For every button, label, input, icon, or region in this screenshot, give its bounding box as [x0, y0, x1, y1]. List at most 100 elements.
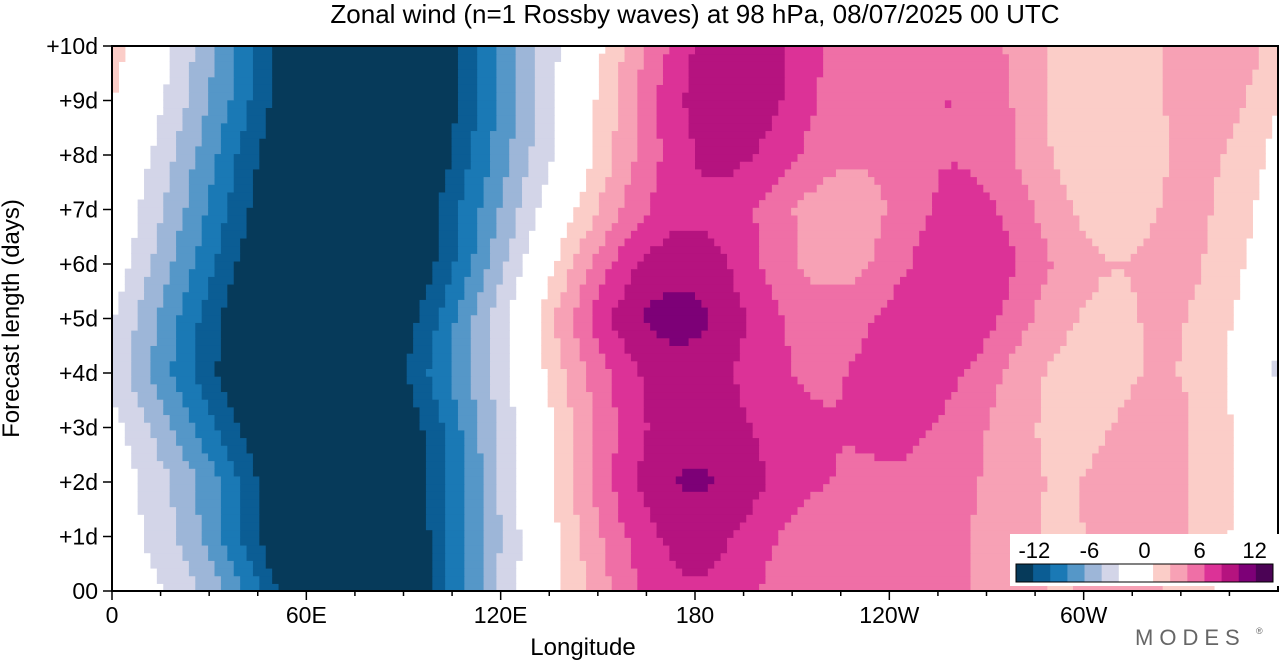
contour-cell	[169, 53, 196, 62]
contour-cell	[483, 491, 497, 500]
contour-cell	[483, 560, 497, 569]
contour-cell	[483, 514, 504, 523]
contour-cell	[214, 69, 235, 78]
contour-cell	[445, 176, 465, 185]
contour-cell	[778, 529, 972, 538]
contour-cell	[220, 514, 241, 523]
contour-cell	[720, 552, 773, 561]
contour-cell	[259, 521, 427, 531]
contour-cell	[156, 452, 184, 462]
contour-cell	[489, 345, 510, 354]
contour-cell	[662, 153, 696, 162]
contour-cell	[1188, 414, 1234, 423]
contour-cell	[195, 475, 222, 485]
contour-cell	[201, 314, 222, 323]
contour-cell	[784, 337, 863, 346]
contour-cell	[195, 260, 216, 270]
contour-cell	[1008, 360, 1048, 369]
contour-cell	[489, 130, 517, 139]
contour-cell	[1220, 161, 1266, 170]
contour-cell	[137, 207, 164, 216]
contour-cell	[771, 122, 811, 132]
contour-cell	[579, 191, 600, 201]
contour-cell	[662, 291, 696, 300]
contour-cell	[1047, 46, 1164, 55]
contour-cell	[169, 491, 196, 500]
contour-cell	[618, 107, 638, 116]
contour-cell	[1047, 483, 1080, 492]
contour-cell	[438, 199, 459, 208]
contour-cell	[432, 537, 446, 546]
colorbar-swatch	[1084, 564, 1103, 582]
contour-cell	[957, 383, 997, 393]
contour-cell	[233, 176, 254, 185]
contour-cell	[1008, 276, 1048, 285]
contour-cell	[1181, 322, 1234, 331]
contour-cell	[1162, 46, 1260, 55]
contour-cell	[579, 299, 594, 308]
contour-cell	[592, 468, 613, 477]
contour-cell	[662, 69, 690, 78]
y-tick-label: +10d	[46, 33, 98, 59]
contour-cell	[1181, 383, 1228, 393]
contour-cell	[483, 529, 504, 538]
contour-cell	[489, 161, 510, 170]
contour-cell	[425, 475, 446, 485]
contour-cell	[112, 353, 132, 362]
contour-cell	[669, 552, 722, 561]
contour-cell	[156, 322, 177, 331]
contour-cell	[893, 291, 1010, 300]
contour-cell	[169, 161, 196, 170]
contour-cell	[464, 460, 485, 469]
contour-cell	[470, 353, 491, 362]
contour-cell	[714, 475, 767, 485]
contour-cell	[605, 544, 632, 554]
contour-cell	[451, 130, 472, 139]
contour-cell	[662, 53, 690, 62]
contour-cell	[983, 437, 1042, 446]
contour-cell	[169, 368, 196, 377]
contour-cell	[432, 544, 446, 554]
contour-cell	[464, 514, 485, 523]
contour-cell	[483, 567, 497, 577]
contour-cell	[611, 460, 638, 469]
contour-cell	[1008, 69, 1048, 78]
contour-cell	[925, 222, 1004, 231]
contour-cell	[938, 176, 978, 185]
contour-cell	[483, 268, 504, 277]
contour-cell	[112, 391, 139, 400]
contour-cell	[451, 145, 472, 155]
contour-cell	[464, 483, 485, 492]
contour-cell	[489, 145, 510, 155]
contour-cell	[169, 184, 190, 193]
contour-cell	[515, 214, 536, 224]
contour-cell	[432, 383, 453, 393]
contour-cell	[778, 176, 824, 185]
contour-cell	[489, 138, 510, 147]
contour-cell	[1040, 222, 1080, 231]
contour-cell	[618, 422, 651, 431]
contour-cell	[637, 76, 664, 85]
contour-cell	[1047, 245, 1100, 254]
contour-cell	[566, 268, 587, 277]
contour-cell	[586, 276, 606, 285]
contour-cell	[573, 468, 594, 477]
contour-cell	[1047, 99, 1164, 109]
contour-cell	[144, 406, 164, 416]
contour-cell	[112, 368, 132, 377]
contour-cell	[176, 383, 203, 393]
colorbar-label: 0	[1138, 538, 1150, 563]
contour-cell	[477, 76, 497, 85]
contour-cell	[470, 145, 491, 155]
contour-cell	[592, 445, 619, 454]
contour-cell	[457, 115, 478, 124]
contour-cell	[188, 460, 216, 469]
contour-cell	[765, 268, 805, 277]
contour-cell	[643, 445, 760, 454]
contour-cell	[451, 322, 472, 331]
contour-cell	[208, 92, 235, 101]
contour-cell	[515, 122, 536, 132]
contour-cell	[195, 422, 216, 431]
contour-cell	[573, 483, 594, 492]
contour-cell	[445, 521, 465, 531]
